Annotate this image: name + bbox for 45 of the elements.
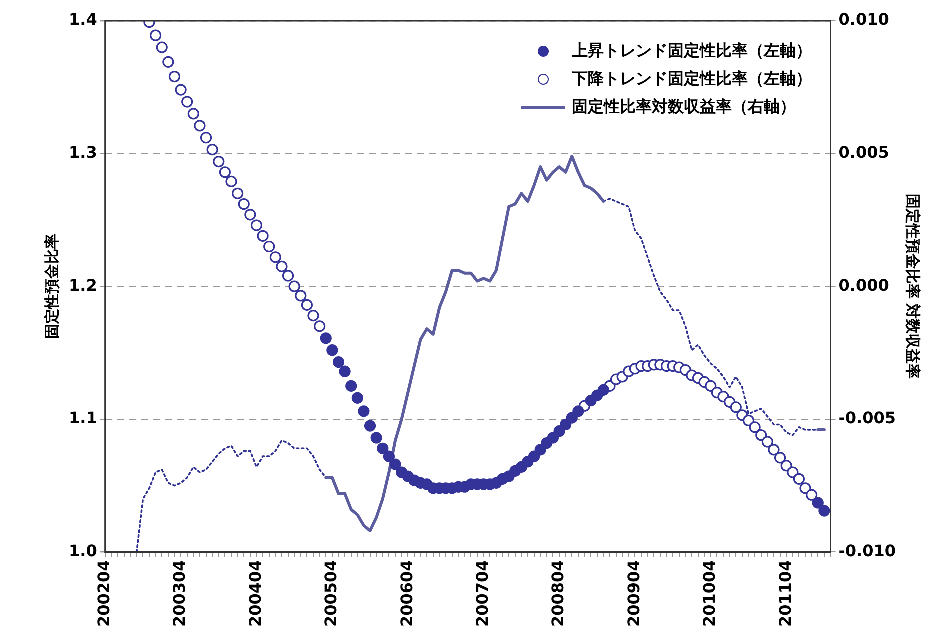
point xyxy=(326,344,338,356)
y-axis-title: 固定性預金比率 xyxy=(42,234,61,340)
y-tick-label: 1.4 xyxy=(69,10,98,30)
y2-axis-title: 固定性預金比率 対数収益率 xyxy=(904,194,922,380)
x-tick-label: 200304 xyxy=(170,560,190,627)
y-tick-label: 1.2 xyxy=(69,276,98,295)
legend-label: 上昇トレンド固定性比率（左軸） xyxy=(572,40,812,62)
point xyxy=(572,406,584,418)
point xyxy=(818,505,830,517)
point xyxy=(358,406,370,418)
x-tick-label: 200404 xyxy=(246,560,265,627)
point xyxy=(346,380,358,392)
point xyxy=(598,384,610,396)
y2-tick-label: 0.005 xyxy=(838,142,890,162)
legend-label: 下降トレンド固定性比率（左軸） xyxy=(572,68,812,90)
point xyxy=(352,392,364,404)
point xyxy=(370,432,382,444)
point xyxy=(332,356,345,368)
x-tick-label: 200904 xyxy=(624,560,644,627)
y-tick-label: 1.0 xyxy=(69,541,98,560)
y2-tick-label: 0.010 xyxy=(838,10,890,30)
point xyxy=(812,497,824,509)
point xyxy=(364,420,376,432)
point xyxy=(528,450,540,462)
x-tick-label: 201104 xyxy=(776,560,795,627)
y-tick-label: 1.3 xyxy=(69,142,98,162)
legend-label: 固定性比率対数収益率（右軸） xyxy=(572,96,796,118)
x-tick-label: 200604 xyxy=(397,560,416,627)
x-tick-label: 200804 xyxy=(548,560,568,627)
point xyxy=(339,366,351,378)
point xyxy=(566,412,578,424)
point xyxy=(320,332,332,344)
point xyxy=(534,444,546,456)
x-tick-label: 200504 xyxy=(322,560,341,627)
point xyxy=(377,442,389,454)
x-tick-label: 201004 xyxy=(700,560,720,627)
y-tick-label: 1.1 xyxy=(69,408,98,428)
y2-tick-label: -0.005 xyxy=(838,408,896,428)
point xyxy=(547,432,560,444)
y2-tick-label: 0.000 xyxy=(838,276,890,295)
x-tick-label: 200704 xyxy=(472,560,492,627)
x-tick-label: 200204 xyxy=(94,560,114,627)
y2-tick-label: -0.010 xyxy=(838,541,896,560)
point xyxy=(383,450,395,462)
point xyxy=(390,458,402,470)
